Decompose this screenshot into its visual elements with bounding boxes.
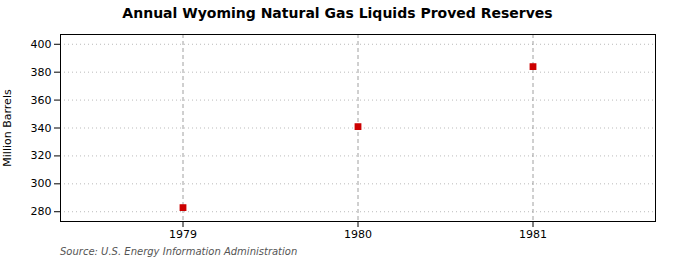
html-text:Annual Wyoming Natural Gas Liq: Annual Wyoming Natural Gas Liquids Prove…	[122, 5, 553, 21]
svg-text:1979: 1979	[169, 228, 197, 241]
html-text:Source: U.S. Energy Informatio: Source: U.S. Energy Information Administ…	[60, 246, 298, 257]
svg-text:1981: 1981	[519, 228, 547, 241]
svg-text:Million Barrels: Million Barrels	[1, 89, 14, 167]
svg-text:1980: 1980	[344, 228, 372, 241]
svg-text:380: 380	[31, 66, 52, 79]
svg-text:360: 360	[31, 94, 52, 107]
svg-text:340: 340	[31, 122, 52, 135]
svg-text:320: 320	[31, 149, 52, 162]
svg-text:300: 300	[31, 177, 52, 190]
svg-text:280: 280	[31, 205, 52, 218]
svg-text:400: 400	[31, 38, 52, 51]
